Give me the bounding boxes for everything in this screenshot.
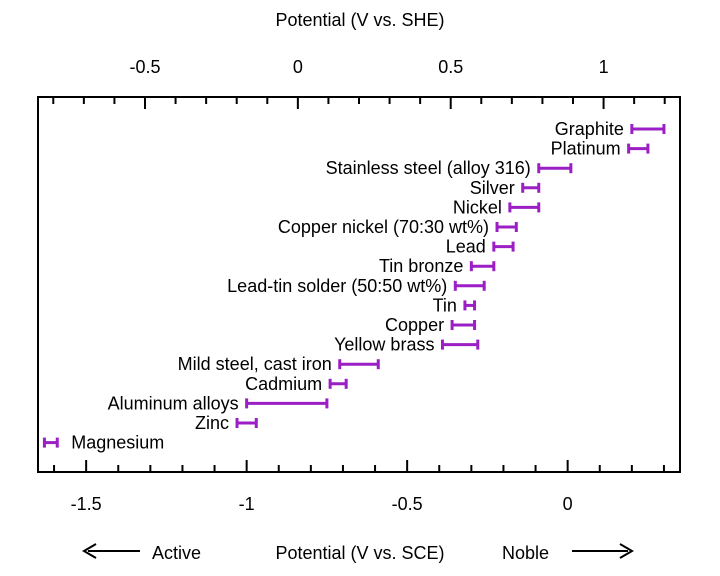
range-bar bbox=[440, 339, 480, 350]
noble-label: Noble bbox=[502, 543, 549, 563]
bottom-axis-title: Potential (V vs. SCE) bbox=[275, 543, 444, 563]
top-tick-label: -0.5 bbox=[129, 57, 160, 77]
bars bbox=[42, 124, 666, 448]
row-label: Copper nickel (70:30 wt%) bbox=[278, 217, 489, 237]
range-bar bbox=[495, 222, 518, 232]
row-label: Mild steel, cast iron bbox=[178, 354, 332, 374]
row-label: Aluminum alloys bbox=[108, 393, 239, 413]
range-bar bbox=[245, 398, 329, 409]
bottom-tick-label: 0 bbox=[563, 494, 573, 514]
range-bar bbox=[492, 241, 515, 252]
range-bar bbox=[508, 202, 541, 213]
bottom-tick-label: -0.5 bbox=[392, 494, 423, 514]
row-label: Stainless steel (alloy 316) bbox=[326, 158, 531, 178]
range-bar bbox=[338, 359, 380, 370]
row-label: Graphite bbox=[555, 119, 624, 139]
right-arrow-icon bbox=[619, 543, 634, 559]
row-label: Silver bbox=[470, 178, 515, 198]
range-bar bbox=[328, 378, 348, 389]
range-bar bbox=[450, 320, 477, 330]
row-label: Platinum bbox=[551, 139, 621, 159]
left-arrow-icon bbox=[82, 543, 97, 559]
range-bar bbox=[235, 418, 258, 428]
row-label: Tin bbox=[433, 295, 457, 315]
range-bar bbox=[469, 261, 496, 272]
range-bar bbox=[521, 182, 541, 193]
active-direction: Active bbox=[82, 543, 201, 563]
row-label: Lead bbox=[446, 237, 486, 257]
row-label: Copper bbox=[385, 315, 444, 335]
bottom-tick-label: -1 bbox=[239, 494, 255, 514]
top-axis-title: Potential (V vs. SHE) bbox=[275, 10, 444, 30]
top-tick-label: 0.5 bbox=[438, 57, 463, 77]
bottom-tick-label: -1.5 bbox=[71, 494, 102, 514]
row-label: Magnesium bbox=[71, 433, 164, 453]
top-tick-label: 1 bbox=[599, 57, 609, 77]
row-label: Lead-tin solder (50:50 wt%) bbox=[227, 276, 447, 296]
active-label: Active bbox=[152, 543, 201, 563]
range-bar bbox=[453, 280, 486, 291]
range-bar bbox=[42, 437, 59, 448]
row-label: Cadmium bbox=[245, 374, 322, 394]
row-label: Nickel bbox=[453, 197, 502, 217]
row-label: Tin bronze bbox=[379, 256, 463, 276]
top-tick-label: 0 bbox=[293, 57, 303, 77]
range-bar bbox=[537, 163, 573, 174]
row-label: Zinc bbox=[195, 413, 229, 433]
range-bar bbox=[630, 124, 666, 134]
row-label: Yellow brass bbox=[334, 335, 434, 355]
axes: -1.5 -1 -0.5 0 -0.5 0 0.5 1 bbox=[37, 57, 681, 514]
range-bar bbox=[463, 300, 477, 311]
range-bar bbox=[627, 143, 650, 154]
noble-direction: Noble bbox=[502, 543, 634, 563]
